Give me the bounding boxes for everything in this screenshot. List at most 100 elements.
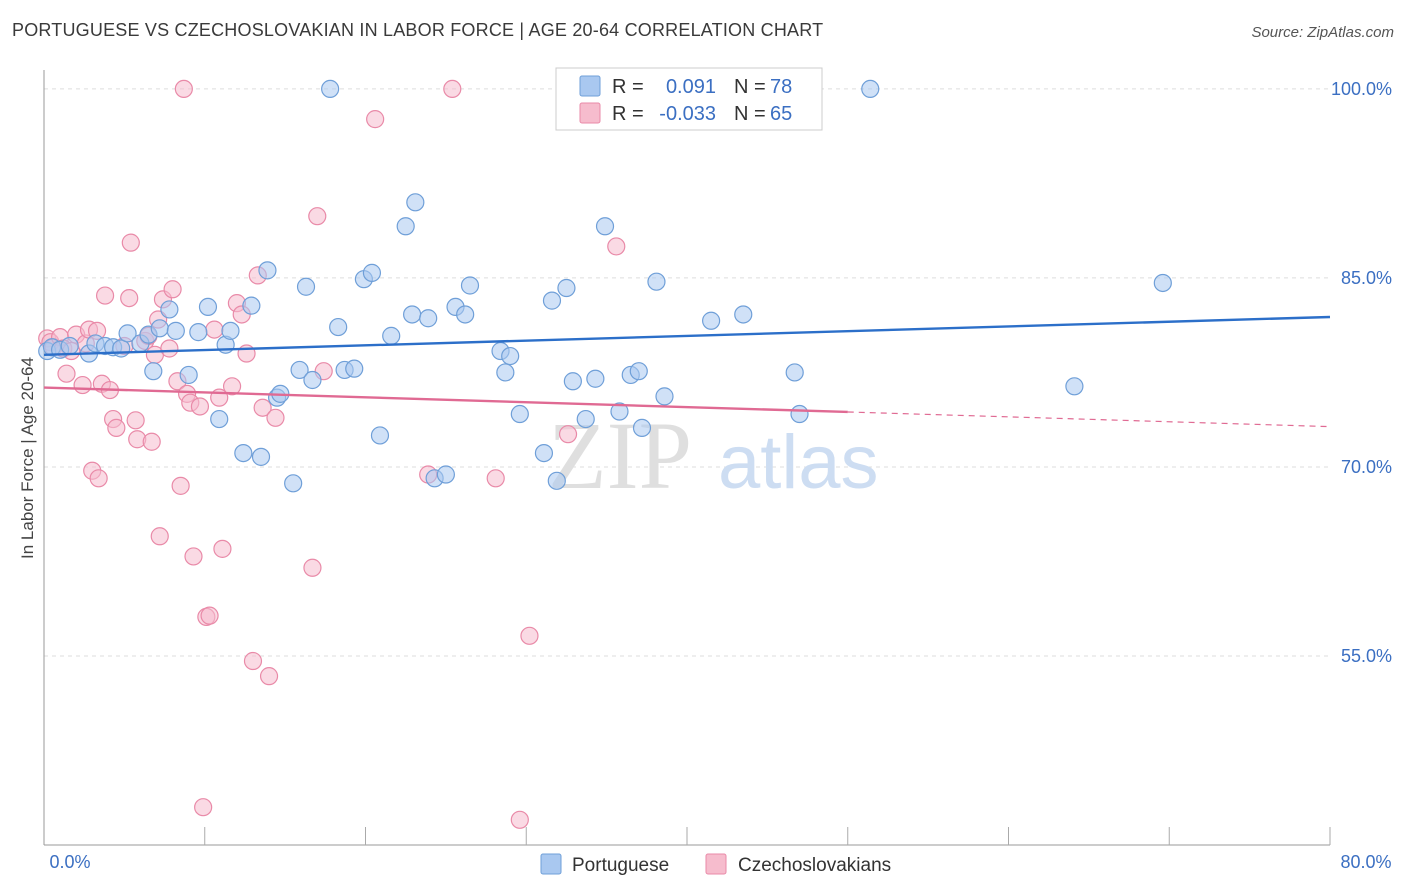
portuguese-point bbox=[210, 409, 229, 429]
portuguese-point bbox=[436, 465, 455, 484]
legend-r-label-portuguese: R = bbox=[612, 76, 644, 98]
portuguese-point bbox=[734, 305, 753, 324]
czechoslovakians-point bbox=[142, 432, 161, 451]
portuguese-point bbox=[160, 300, 179, 319]
legend-swatch-czech bbox=[579, 102, 601, 124]
portuguese-point bbox=[501, 346, 520, 366]
czechoslovakians-point bbox=[171, 476, 190, 495]
legend-r-label-czech: R = bbox=[612, 103, 644, 125]
czechoslovakians-point bbox=[200, 606, 219, 625]
legend-r-value-portuguese: 0.091 bbox=[666, 76, 716, 98]
czechoslovakians-point bbox=[194, 798, 213, 817]
legend-n-value-portuguese: 78 bbox=[770, 76, 792, 98]
czechoslovakians-point bbox=[222, 377, 242, 396]
portuguese-point bbox=[303, 370, 322, 390]
portuguese-point bbox=[189, 323, 208, 342]
czechoslovakians-point bbox=[160, 339, 179, 358]
portuguese-points bbox=[38, 79, 1172, 493]
czechoslovakians-point bbox=[607, 237, 626, 256]
legend-n-label-czech: N = bbox=[734, 103, 766, 125]
czechoslovakians-point bbox=[205, 320, 224, 339]
portuguese-point bbox=[112, 339, 131, 358]
czechoslovakians-point bbox=[510, 810, 529, 829]
portuguese-point bbox=[296, 277, 316, 296]
portuguese-point bbox=[785, 363, 804, 382]
series-legend-label-portuguese: Portuguese bbox=[572, 855, 669, 876]
czechoslovakians-point bbox=[558, 425, 578, 444]
portuguese-point bbox=[221, 321, 240, 340]
portuguese-point bbox=[321, 79, 340, 99]
portuguese-point bbox=[1065, 377, 1084, 396]
portuguese-point bbox=[166, 321, 185, 340]
y-tick-label: 85.0% bbox=[1341, 268, 1392, 288]
portuguese-point bbox=[655, 387, 674, 406]
portuguese-trend-line bbox=[43, 315, 1331, 356]
portuguese-point bbox=[290, 360, 309, 380]
czechoslovakians-point bbox=[213, 539, 232, 558]
portuguese-point bbox=[234, 443, 253, 463]
y-tick-label: 70.0% bbox=[1341, 457, 1392, 477]
legend-n-label-portuguese: N = bbox=[734, 76, 766, 98]
legend-r-value-czech: -0.033 bbox=[659, 103, 716, 125]
portuguese-point bbox=[198, 297, 218, 317]
trend-lines bbox=[43, 315, 1331, 428]
czechoslovakians-point bbox=[126, 411, 145, 430]
series-legend-swatch-czech bbox=[705, 853, 727, 875]
stats-legend: R = 0.091 N = 78 R = -0.033 N = 65 bbox=[555, 67, 823, 131]
czechoslovakians-point bbox=[120, 288, 139, 308]
portuguese-point bbox=[382, 326, 401, 345]
y-tick-label: 100.0% bbox=[1331, 79, 1392, 99]
portuguese-point bbox=[510, 404, 529, 424]
portuguese-point bbox=[586, 369, 605, 388]
portuguese-point bbox=[563, 372, 582, 391]
chart-title: PORTUGUESE VS CZECHOSLOVAKIAN IN LABOR F… bbox=[12, 20, 824, 40]
legend-swatch-portuguese bbox=[579, 75, 601, 97]
czechoslovakians-point bbox=[486, 469, 505, 488]
czechoslovakians-point bbox=[266, 408, 285, 427]
series-legend-swatch-portuguese bbox=[540, 853, 562, 875]
czechoslovakians-point bbox=[520, 626, 539, 645]
y-tick-labels: 55.0% 70.0% 85.0% 100.0% bbox=[1331, 79, 1392, 666]
czechoslovakians-point bbox=[308, 207, 327, 226]
czechoslovakians-point bbox=[163, 280, 182, 299]
portuguese-point bbox=[251, 447, 271, 466]
portuguese-point bbox=[419, 309, 438, 328]
portuguese-point bbox=[632, 418, 652, 437]
portuguese-point bbox=[242, 296, 261, 315]
portuguese-point bbox=[362, 263, 382, 282]
czechoslovakians-point bbox=[89, 469, 108, 488]
portuguese-point bbox=[702, 311, 721, 330]
portuguese-point bbox=[403, 305, 422, 324]
czechoslovakians-point bbox=[303, 558, 322, 577]
portuguese-point bbox=[150, 319, 169, 338]
czechoslovakians-point bbox=[366, 110, 385, 129]
czechoslovakians-point bbox=[174, 79, 193, 99]
czechoslovakians-point bbox=[95, 286, 115, 305]
portuguese-point bbox=[496, 363, 515, 382]
gridlines bbox=[44, 88, 1330, 657]
portuguese-point bbox=[60, 336, 79, 356]
portuguese-point bbox=[456, 305, 475, 324]
legend-n-value-czech: 65 bbox=[770, 103, 792, 125]
portuguese-point bbox=[647, 272, 666, 291]
portuguese-point bbox=[1153, 273, 1172, 293]
czechoslovakians-point bbox=[253, 398, 272, 417]
watermark-atlas: atlas bbox=[718, 420, 879, 505]
y-axis-label: In Labor Force | Age 20-64 bbox=[18, 357, 37, 559]
portuguese-point bbox=[547, 471, 566, 490]
czechoslovakians-point bbox=[259, 667, 279, 686]
czechoslovakians-point bbox=[73, 375, 92, 395]
portuguese-point bbox=[542, 291, 562, 310]
portuguese-point bbox=[629, 362, 648, 381]
portuguese-point bbox=[144, 362, 163, 381]
portuguese-point bbox=[406, 193, 425, 212]
portuguese-point bbox=[179, 365, 198, 385]
czechoslovakians-point bbox=[150, 527, 169, 546]
czechoslovakians-point bbox=[121, 233, 140, 252]
czechoslovakians-point bbox=[184, 547, 203, 566]
czechoslovakians-point bbox=[190, 397, 210, 416]
x-tick-label-max: 80.0% bbox=[1340, 852, 1391, 872]
chart-source: Source: ZipAtlas.com bbox=[1251, 24, 1394, 41]
portuguese-point bbox=[557, 278, 576, 298]
